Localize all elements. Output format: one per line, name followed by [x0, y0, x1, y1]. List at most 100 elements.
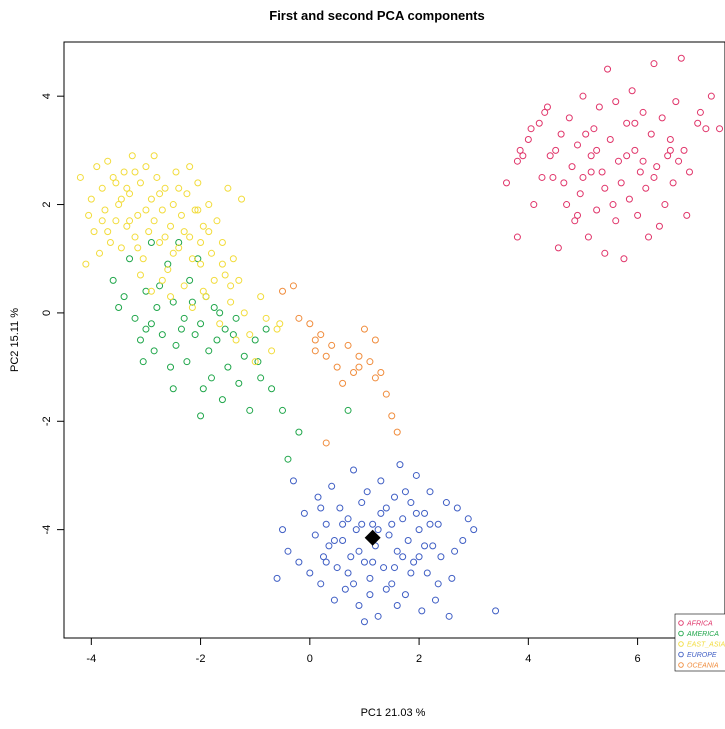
data-point	[235, 276, 243, 284]
data-point	[426, 488, 434, 496]
data-point	[156, 282, 164, 290]
data-point	[120, 168, 128, 176]
data-point	[156, 190, 164, 198]
data-point	[339, 536, 347, 544]
data-point	[418, 607, 426, 615]
data-point	[399, 515, 407, 523]
data-point	[601, 184, 609, 192]
data-point	[199, 385, 207, 393]
data-point	[186, 233, 194, 241]
data-point	[587, 152, 595, 160]
data-point	[311, 531, 319, 539]
data-point	[145, 228, 153, 236]
data-point	[371, 374, 379, 382]
series-america	[109, 238, 352, 463]
data-point	[106, 238, 114, 246]
data-point	[229, 255, 237, 263]
x-tick-label: 0	[307, 653, 313, 665]
data-point	[218, 260, 226, 268]
data-point	[366, 574, 374, 582]
data-point	[612, 217, 620, 225]
data-point	[167, 293, 175, 301]
data-point	[210, 303, 218, 311]
data-point	[634, 211, 642, 219]
data-point	[358, 499, 366, 507]
data-point	[696, 108, 704, 116]
data-point	[147, 195, 155, 203]
data-point	[527, 125, 535, 133]
data-point	[377, 477, 385, 485]
data-point	[197, 412, 205, 420]
data-point	[396, 461, 404, 469]
data-point	[421, 542, 429, 550]
data-point	[410, 558, 418, 566]
data-point	[415, 526, 423, 534]
series-oceania	[279, 282, 401, 447]
data-point	[82, 260, 90, 268]
data-point	[423, 569, 431, 577]
data-point	[407, 569, 415, 577]
data-point	[448, 574, 456, 582]
data-point	[317, 580, 325, 588]
data-point	[502, 179, 510, 187]
data-point	[322, 558, 330, 566]
data-point	[513, 233, 521, 241]
data-point	[158, 206, 166, 214]
data-point	[563, 201, 571, 209]
data-point	[112, 217, 120, 225]
data-point	[350, 369, 358, 377]
data-point	[126, 255, 134, 263]
data-point	[164, 260, 172, 268]
data-point	[350, 466, 358, 474]
data-point	[115, 201, 123, 209]
data-point	[434, 520, 442, 528]
data-point	[391, 564, 398, 572]
data-point	[180, 314, 188, 322]
data-point	[153, 303, 161, 311]
legend-marker	[678, 630, 684, 637]
data-point	[213, 336, 221, 344]
series-europe	[273, 461, 500, 626]
data-point	[516, 146, 524, 154]
data-point	[186, 163, 194, 171]
data-point	[513, 157, 521, 165]
data-point	[595, 103, 603, 111]
data-point	[576, 190, 584, 198]
data-point	[571, 217, 579, 225]
y-tick-label: -4	[41, 525, 53, 535]
data-point	[183, 190, 191, 198]
data-point	[672, 98, 680, 106]
data-point	[319, 553, 327, 561]
data-point	[694, 119, 702, 127]
data-point	[636, 168, 644, 176]
data-point	[251, 336, 259, 344]
data-point	[579, 173, 587, 181]
data-point	[284, 547, 292, 555]
data-point	[675, 157, 683, 165]
data-point	[661, 201, 669, 209]
data-point	[339, 520, 347, 528]
data-point	[169, 298, 177, 306]
data-point	[524, 136, 532, 144]
data-point	[628, 87, 636, 95]
data-point	[197, 320, 205, 328]
data-point	[314, 493, 322, 501]
data-point	[232, 314, 240, 322]
data-point	[590, 125, 598, 133]
series-east-asia	[76, 152, 284, 366]
data-point	[167, 363, 175, 371]
data-point	[246, 406, 254, 414]
data-point	[606, 136, 614, 144]
data-point	[344, 515, 352, 523]
data-point	[385, 531, 393, 539]
data-point	[579, 92, 587, 100]
data-point	[382, 585, 390, 593]
y-axis-label: PC2 15.11 %	[9, 308, 21, 372]
data-point	[557, 130, 565, 138]
data-point	[254, 358, 262, 366]
x-tick-label: 2	[416, 653, 422, 665]
data-point	[669, 179, 677, 187]
data-point	[593, 206, 601, 214]
data-point	[251, 358, 259, 366]
